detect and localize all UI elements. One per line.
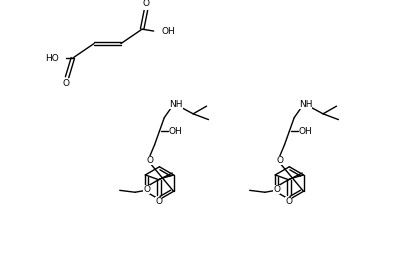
Text: NH: NH [169,100,183,109]
Text: O: O [276,155,283,165]
Text: NH: NH [299,100,312,109]
Text: O: O [285,198,292,206]
Text: O: O [143,185,150,194]
Text: O: O [146,155,153,165]
Text: O: O [62,79,70,88]
Text: OH: OH [169,127,183,136]
Text: O: O [273,185,280,194]
Text: OH: OH [162,27,175,36]
Text: O: O [155,198,162,206]
Text: OH: OH [299,127,312,136]
Text: O: O [143,0,149,8]
Text: HO: HO [46,53,59,63]
